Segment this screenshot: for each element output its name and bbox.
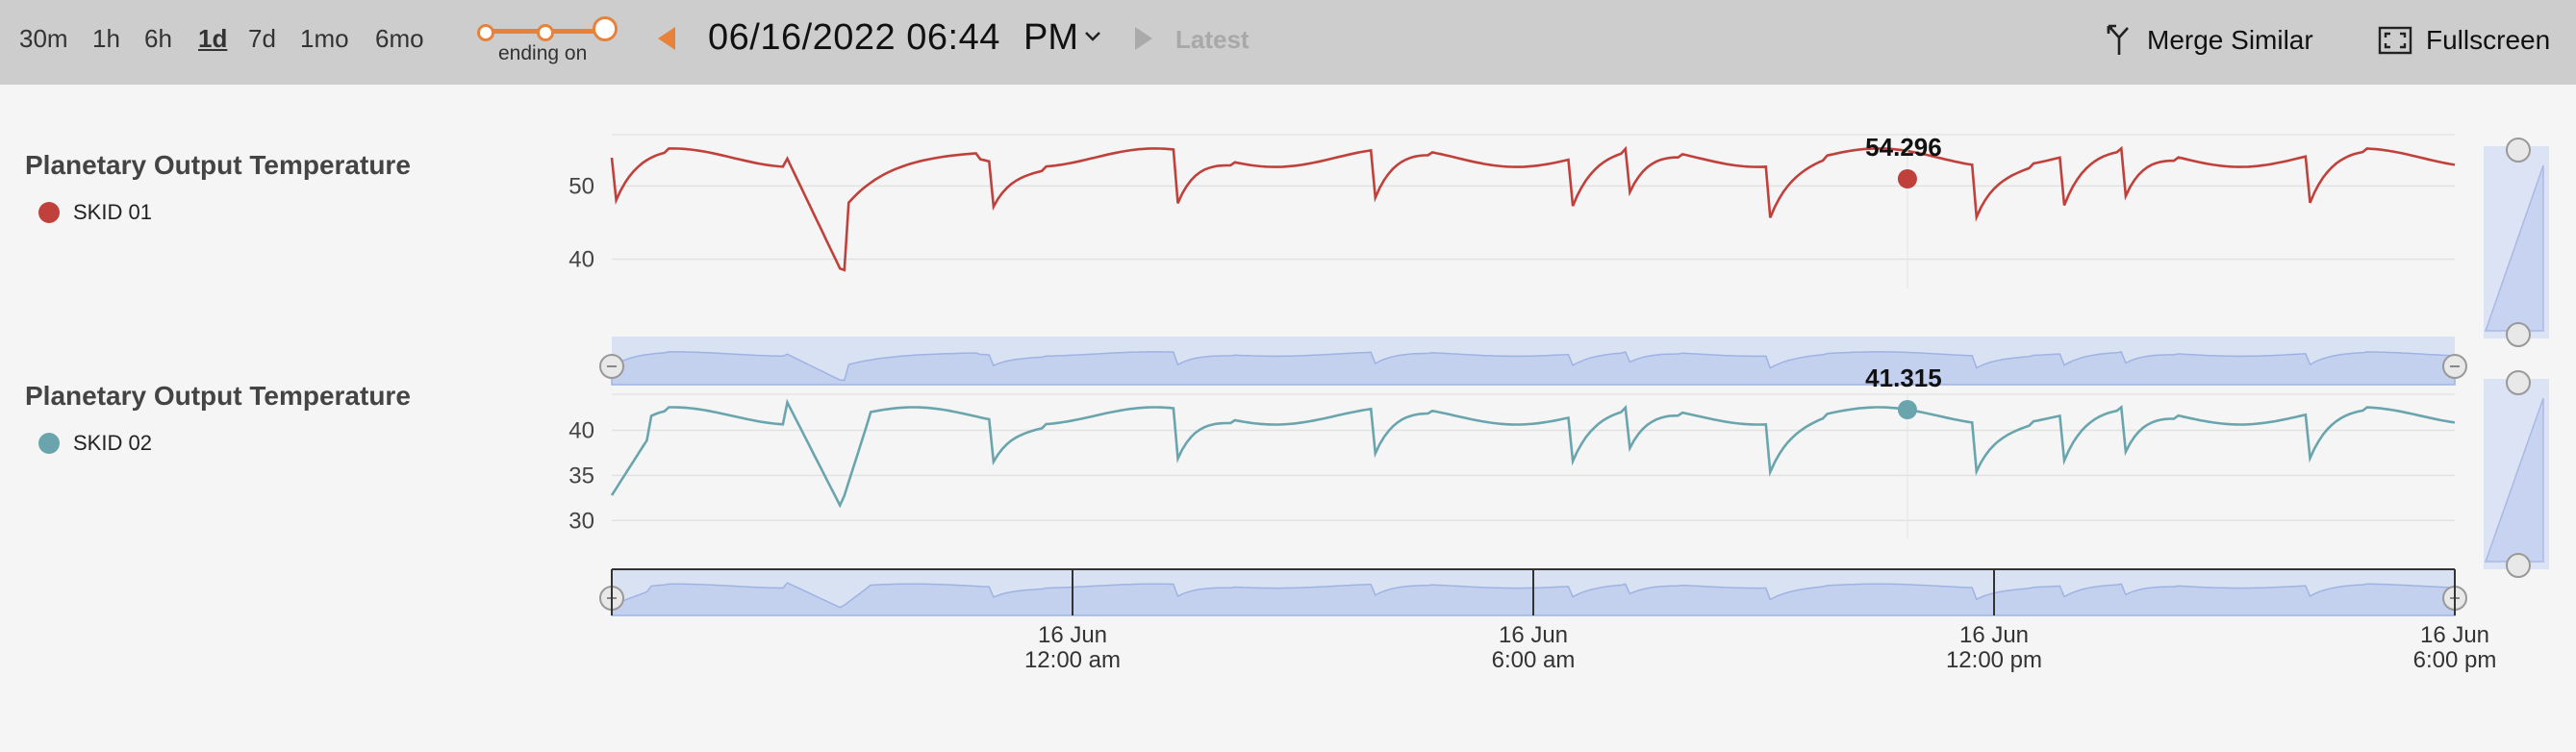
y-navigator-handle[interactable] [2506,553,2531,578]
y-tick-label: 35 [568,463,594,489]
series-line-skid-01 [610,145,2456,272]
range-button-30m[interactable]: 30m [19,24,68,53]
legend-label: SKID 02 [73,431,152,455]
range-button-1h[interactable]: 1h [92,24,120,53]
merge-icon [2107,24,2129,55]
x-tick-date-label: 16 Jun [1959,622,2029,648]
toolbar: 30m 1h 6h 1d 7d 1mo 6mo ending on 06/16/2022 0… [0,0,2576,85]
x-tick-time-label: 12:00 am [1024,647,1121,673]
series-line-skid-02 [610,398,2456,509]
legend-dot [38,433,60,454]
legend-dot [38,202,60,223]
range-button-1mo[interactable]: 1mo [300,24,349,53]
y-tick-label: 50 [568,173,594,199]
y-navigator-handle[interactable] [2506,370,2531,395]
y-tick-label: 40 [568,247,594,273]
range-button-6mo[interactable]: 6mo [375,24,424,53]
slider-dot[interactable] [477,24,494,41]
fullscreen-label: Fullscreen [2426,25,2551,55]
navigator-series [611,351,2456,386]
ampm-selector[interactable]: PM [1023,17,1078,58]
chevron-down-icon[interactable] [1083,29,1102,44]
hover-point[interactable] [1897,400,1917,419]
legend-label: SKID 01 [73,200,152,224]
datetime-display[interactable]: 06/16/2022 06:44 [708,17,1000,58]
chart-2-title: Planetary Output Temperature [25,381,411,411]
x-tick-date-label: 16 Jun [2420,622,2489,648]
merge-similar-label: Merge Similar [2147,25,2313,55]
chart-1-title: Planetary Output Temperature [25,150,411,180]
ending-on-slider[interactable]: ending on [477,13,621,71]
legend-item-skid-02[interactable]: SKID 02 [38,431,152,456]
range-button-6h[interactable]: 6h [144,24,172,53]
x-tick-time-label: 6:00 pm [2413,647,2497,673]
triangle-right-icon[interactable] [1135,27,1152,50]
hover-value-label: 54.296 [1865,133,1942,162]
x-tick-date-label: 16 Jun [1499,622,1568,648]
triangle-left-icon[interactable] [658,27,675,50]
x-tick-time-label: 6:00 am [1492,647,1576,673]
hover-point[interactable] [1897,169,1917,188]
slider-handle[interactable] [593,16,618,41]
hover-value-label: 41.315 [1865,363,1942,392]
y-tick-label: 40 [568,418,594,444]
y-tick-label: 30 [568,508,594,534]
legend-item-skid-01[interactable]: SKID 01 [38,200,152,225]
range-button-7d[interactable]: 7d [248,24,276,53]
range-button-1d[interactable]: 1d [198,24,228,53]
y-navigator-handle[interactable] [2506,322,2531,347]
fullscreen-button[interactable]: Fullscreen [2378,21,2550,60]
slider-dot[interactable] [537,24,554,41]
merge-similar-button[interactable]: Merge Similar [2105,21,2313,60]
x-tick-time-label: 12:00 pm [1946,647,2042,673]
y-navigator-handle[interactable] [2506,138,2531,163]
x-tick-date-label: 16 Jun [1038,622,1107,648]
ending-on-label: ending on [498,42,588,64]
fullscreen-icon [2378,26,2412,55]
latest-button[interactable]: Latest [1175,25,1250,54]
